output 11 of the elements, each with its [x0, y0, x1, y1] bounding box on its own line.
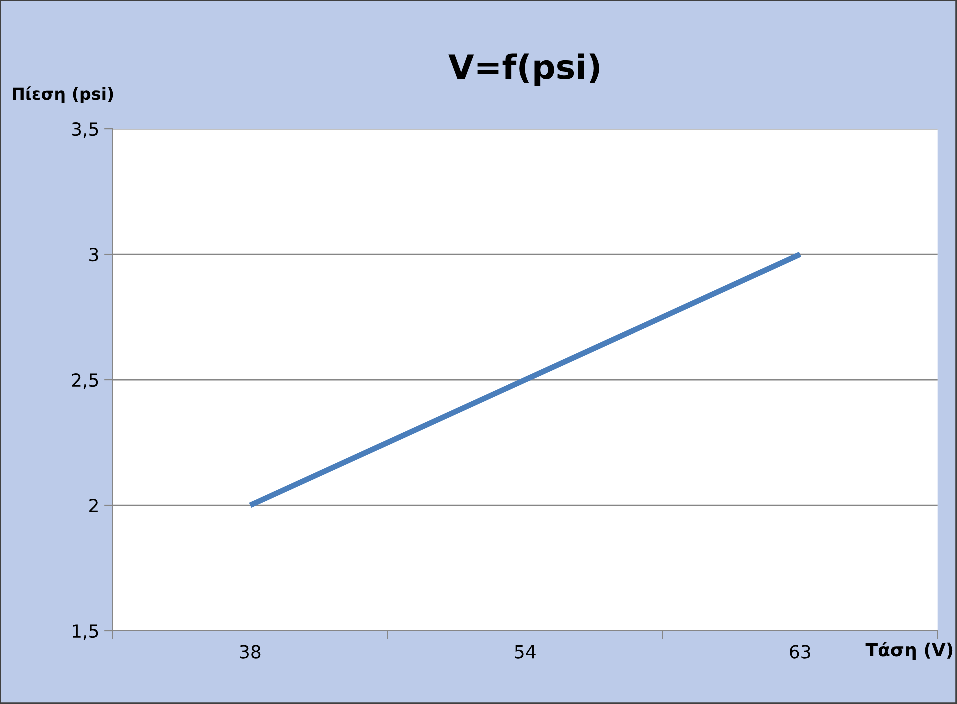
x-tick-label: 54 [515, 645, 536, 659]
y-tick-label: 2 [90, 498, 98, 512]
y-tick-label: 1,5 [73, 624, 98, 640]
y-axis-title: Πίεση (psi) [13, 86, 114, 104]
x-axis-title: Τάση (V) [866, 642, 953, 660]
y-tick-label: 2,5 [72, 373, 98, 389]
y-tick-label: 3,5 [72, 122, 98, 138]
y-tick-label: 3 [90, 248, 98, 262]
x-tick-label: 63 [790, 645, 810, 659]
x-tick-label: 38 [240, 645, 261, 659]
chart-title: V=f(psi) [448, 54, 600, 86]
